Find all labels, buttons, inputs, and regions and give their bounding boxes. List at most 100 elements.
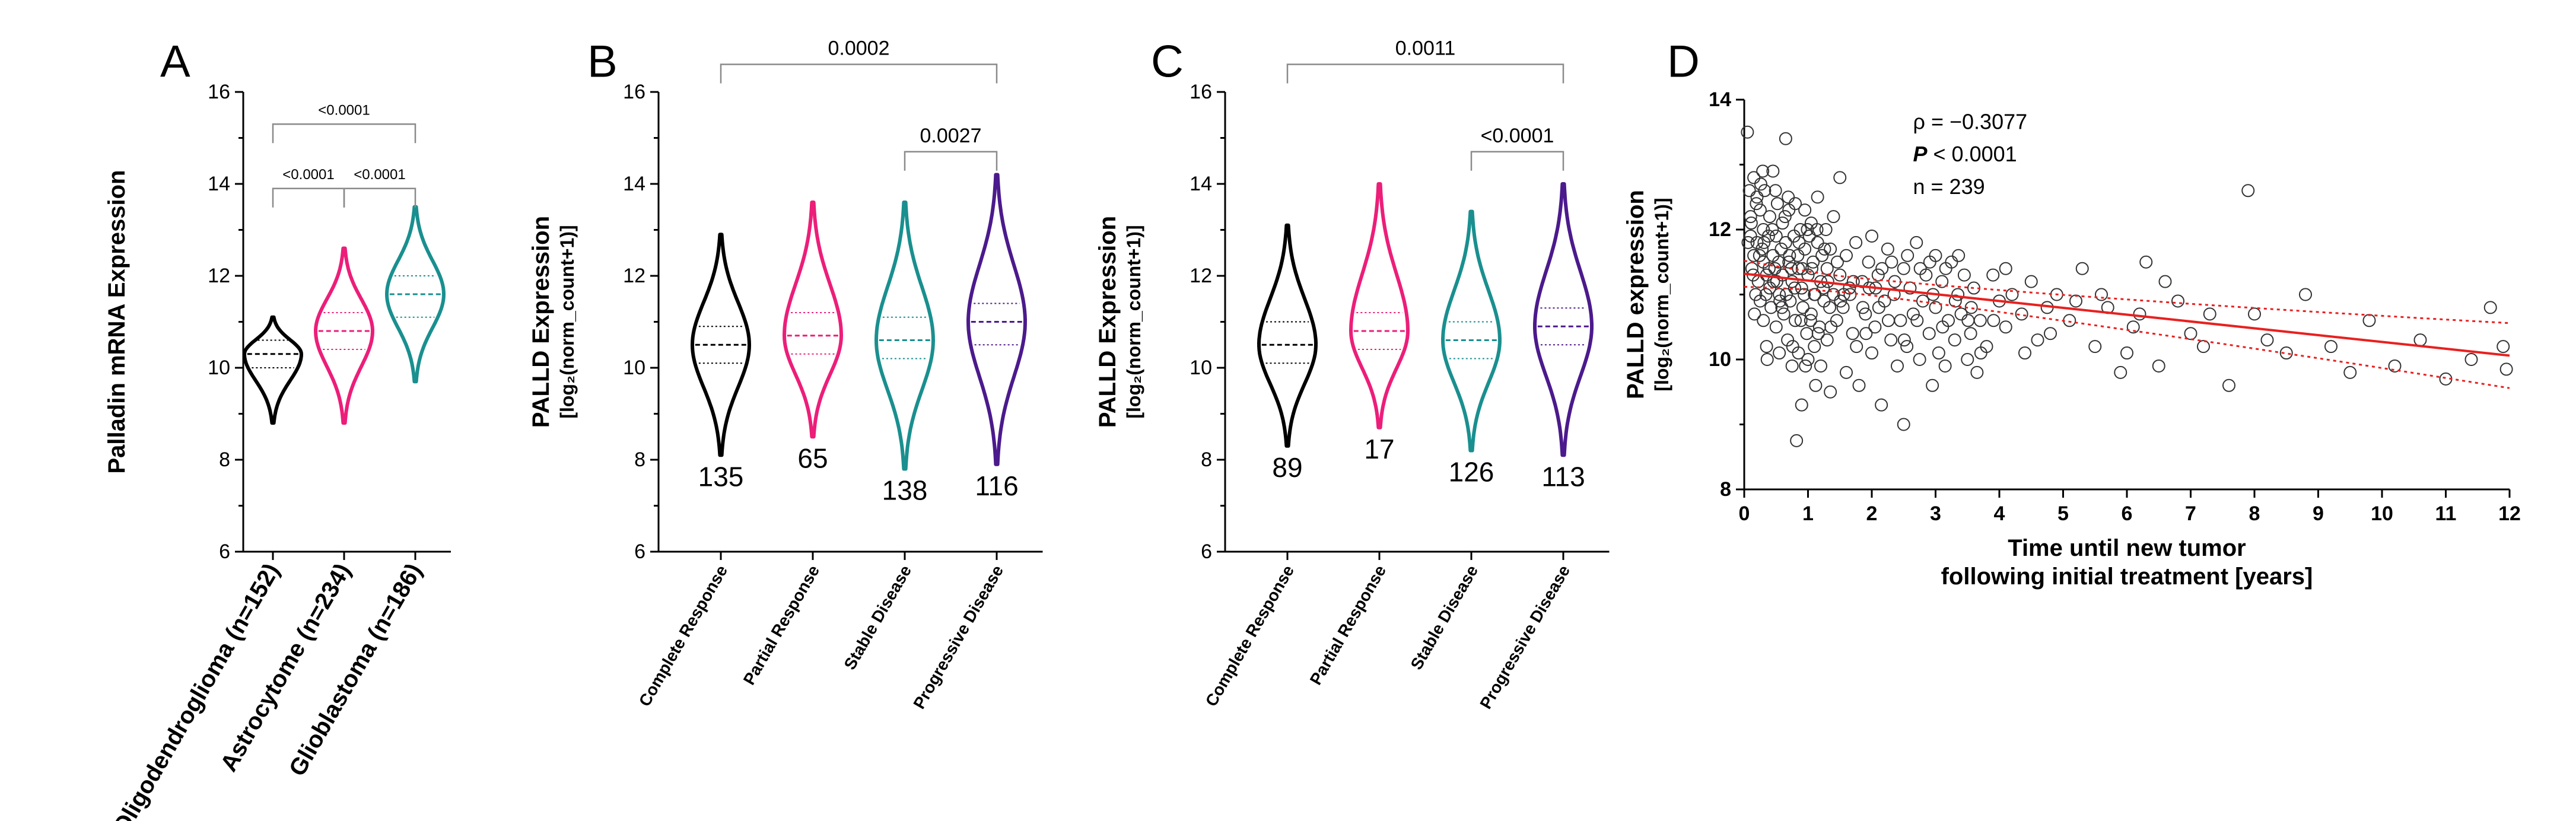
violin-4 (966, 173, 1027, 466)
scatter-point (1901, 249, 1914, 262)
scatter-point (1799, 359, 1812, 373)
x-tick-label: 6 (2122, 502, 2133, 525)
x-tick-label: 11 (2435, 502, 2457, 525)
scatter-point (1804, 314, 1817, 327)
scatter-point (1753, 249, 1766, 262)
scatter-point (1792, 262, 1805, 275)
scatter-point (1974, 346, 1987, 360)
scatter-point (1781, 333, 1795, 347)
scatter-point (1830, 255, 1844, 269)
scatter-point (1932, 346, 1945, 360)
y-tick-label: 8 (219, 448, 230, 471)
scatter-point (1862, 255, 1875, 269)
p-value-label: 0.0027 (920, 125, 982, 147)
scatter-point (1801, 223, 1814, 236)
y-axis-title: PALLD expression (1623, 190, 1649, 399)
significance-bracket (1286, 63, 1564, 84)
y-axis-subtitle: [log₂(norm_count+1)] (1123, 225, 1144, 418)
scatter-point (1754, 177, 1767, 191)
scatter-point (1756, 164, 1770, 178)
scatter-point (1777, 307, 1791, 321)
y-tick-label: 8 (1720, 478, 1731, 501)
scatter-point (2184, 327, 2197, 341)
scatter-point (1819, 223, 1833, 236)
y-tick-label: 12 (623, 265, 645, 287)
y-tick-label: 6 (1201, 540, 1212, 563)
scatter-point (1742, 184, 1756, 198)
y-axis-title: Palladin mRNA Expression (104, 170, 130, 474)
scatter-point (2499, 362, 2513, 376)
y-tick-label: 6 (219, 540, 230, 563)
scatter-point (1913, 353, 1926, 366)
scatter-point (2299, 288, 2312, 301)
stats-rho: ρ = −0.3077 (1913, 109, 2028, 133)
scatter-point (1759, 288, 1773, 301)
scatter-point (1757, 314, 1770, 327)
scatter-point (1906, 307, 1920, 321)
scatter-point (2044, 327, 2057, 341)
significance-bracket (1470, 151, 1564, 171)
scatter-point (1782, 255, 1796, 269)
scatter-point (2139, 255, 2153, 269)
scatter-point (1856, 301, 1869, 314)
scatter-point (1948, 333, 1961, 347)
scatter-point (1770, 197, 1784, 211)
scatter-point (1762, 262, 1776, 275)
panel-letter: A (160, 36, 190, 87)
category-label: Complete Response (1202, 562, 1297, 710)
scatter-point (1871, 268, 1885, 282)
scatter-point (1770, 275, 1783, 288)
x-tick-label: 5 (2057, 502, 2069, 525)
scatter-point (1936, 320, 1950, 334)
scatter-point (1849, 236, 1863, 249)
scatter-point (1778, 210, 1792, 224)
scatter-point (1766, 164, 1780, 178)
scatter-point (1923, 255, 1936, 269)
scatter-point (1748, 307, 1761, 321)
significance-bracket (272, 187, 345, 208)
significance-bracket (272, 123, 416, 144)
scatter-point (1999, 262, 2012, 275)
y-tick-label: 12 (1709, 218, 1731, 241)
scatter-point (2413, 333, 2427, 347)
scatter-point (1827, 210, 1840, 224)
scatter-point (2171, 294, 2184, 308)
p-value-label: <0.0001 (318, 102, 370, 118)
y-tick-label: 12 (208, 265, 230, 287)
scatter-point (1824, 320, 1838, 334)
scatter-point (1815, 249, 1829, 262)
scatter-point (2324, 340, 2338, 354)
p-value-label: 0.0011 (1395, 37, 1455, 60)
scatter-point (1811, 190, 1824, 204)
scatter-point (1750, 236, 1764, 249)
scatter-point (1872, 301, 1885, 314)
y-axis-title: PALLD Expression (1095, 216, 1121, 428)
scatter-point (1903, 281, 1917, 295)
confidence-band-upper (1744, 260, 2510, 324)
scatter-point (1833, 268, 1847, 282)
scatter-point (1769, 184, 1782, 198)
stats-p-symbol: P (1913, 142, 1928, 166)
x-tick-label: 0 (1739, 502, 1750, 525)
category-label: Progressive Disease (909, 562, 1007, 712)
scatter-point (1897, 333, 1911, 347)
regression-line (1744, 272, 2510, 357)
scatter-point (1884, 333, 1898, 347)
scatter-point (1796, 301, 1809, 314)
scatter-point (1789, 197, 1802, 211)
scatter-point (1952, 249, 1966, 262)
scatter-point (2018, 346, 2031, 360)
scatter-point (2497, 340, 2510, 354)
confidence-band-lower (1744, 285, 2510, 389)
scatter-point (1808, 288, 1822, 301)
scatter-point (1744, 229, 1757, 243)
scatter-point (1741, 236, 1755, 249)
scatter-point (1910, 314, 1924, 327)
scatter-point (1922, 327, 1936, 341)
category-label: Partial Response (740, 562, 823, 688)
scatter-point (1747, 171, 1761, 184)
scatter-point (1747, 249, 1761, 262)
scatter-point (1760, 353, 1774, 366)
scatter-point (1846, 275, 1860, 288)
